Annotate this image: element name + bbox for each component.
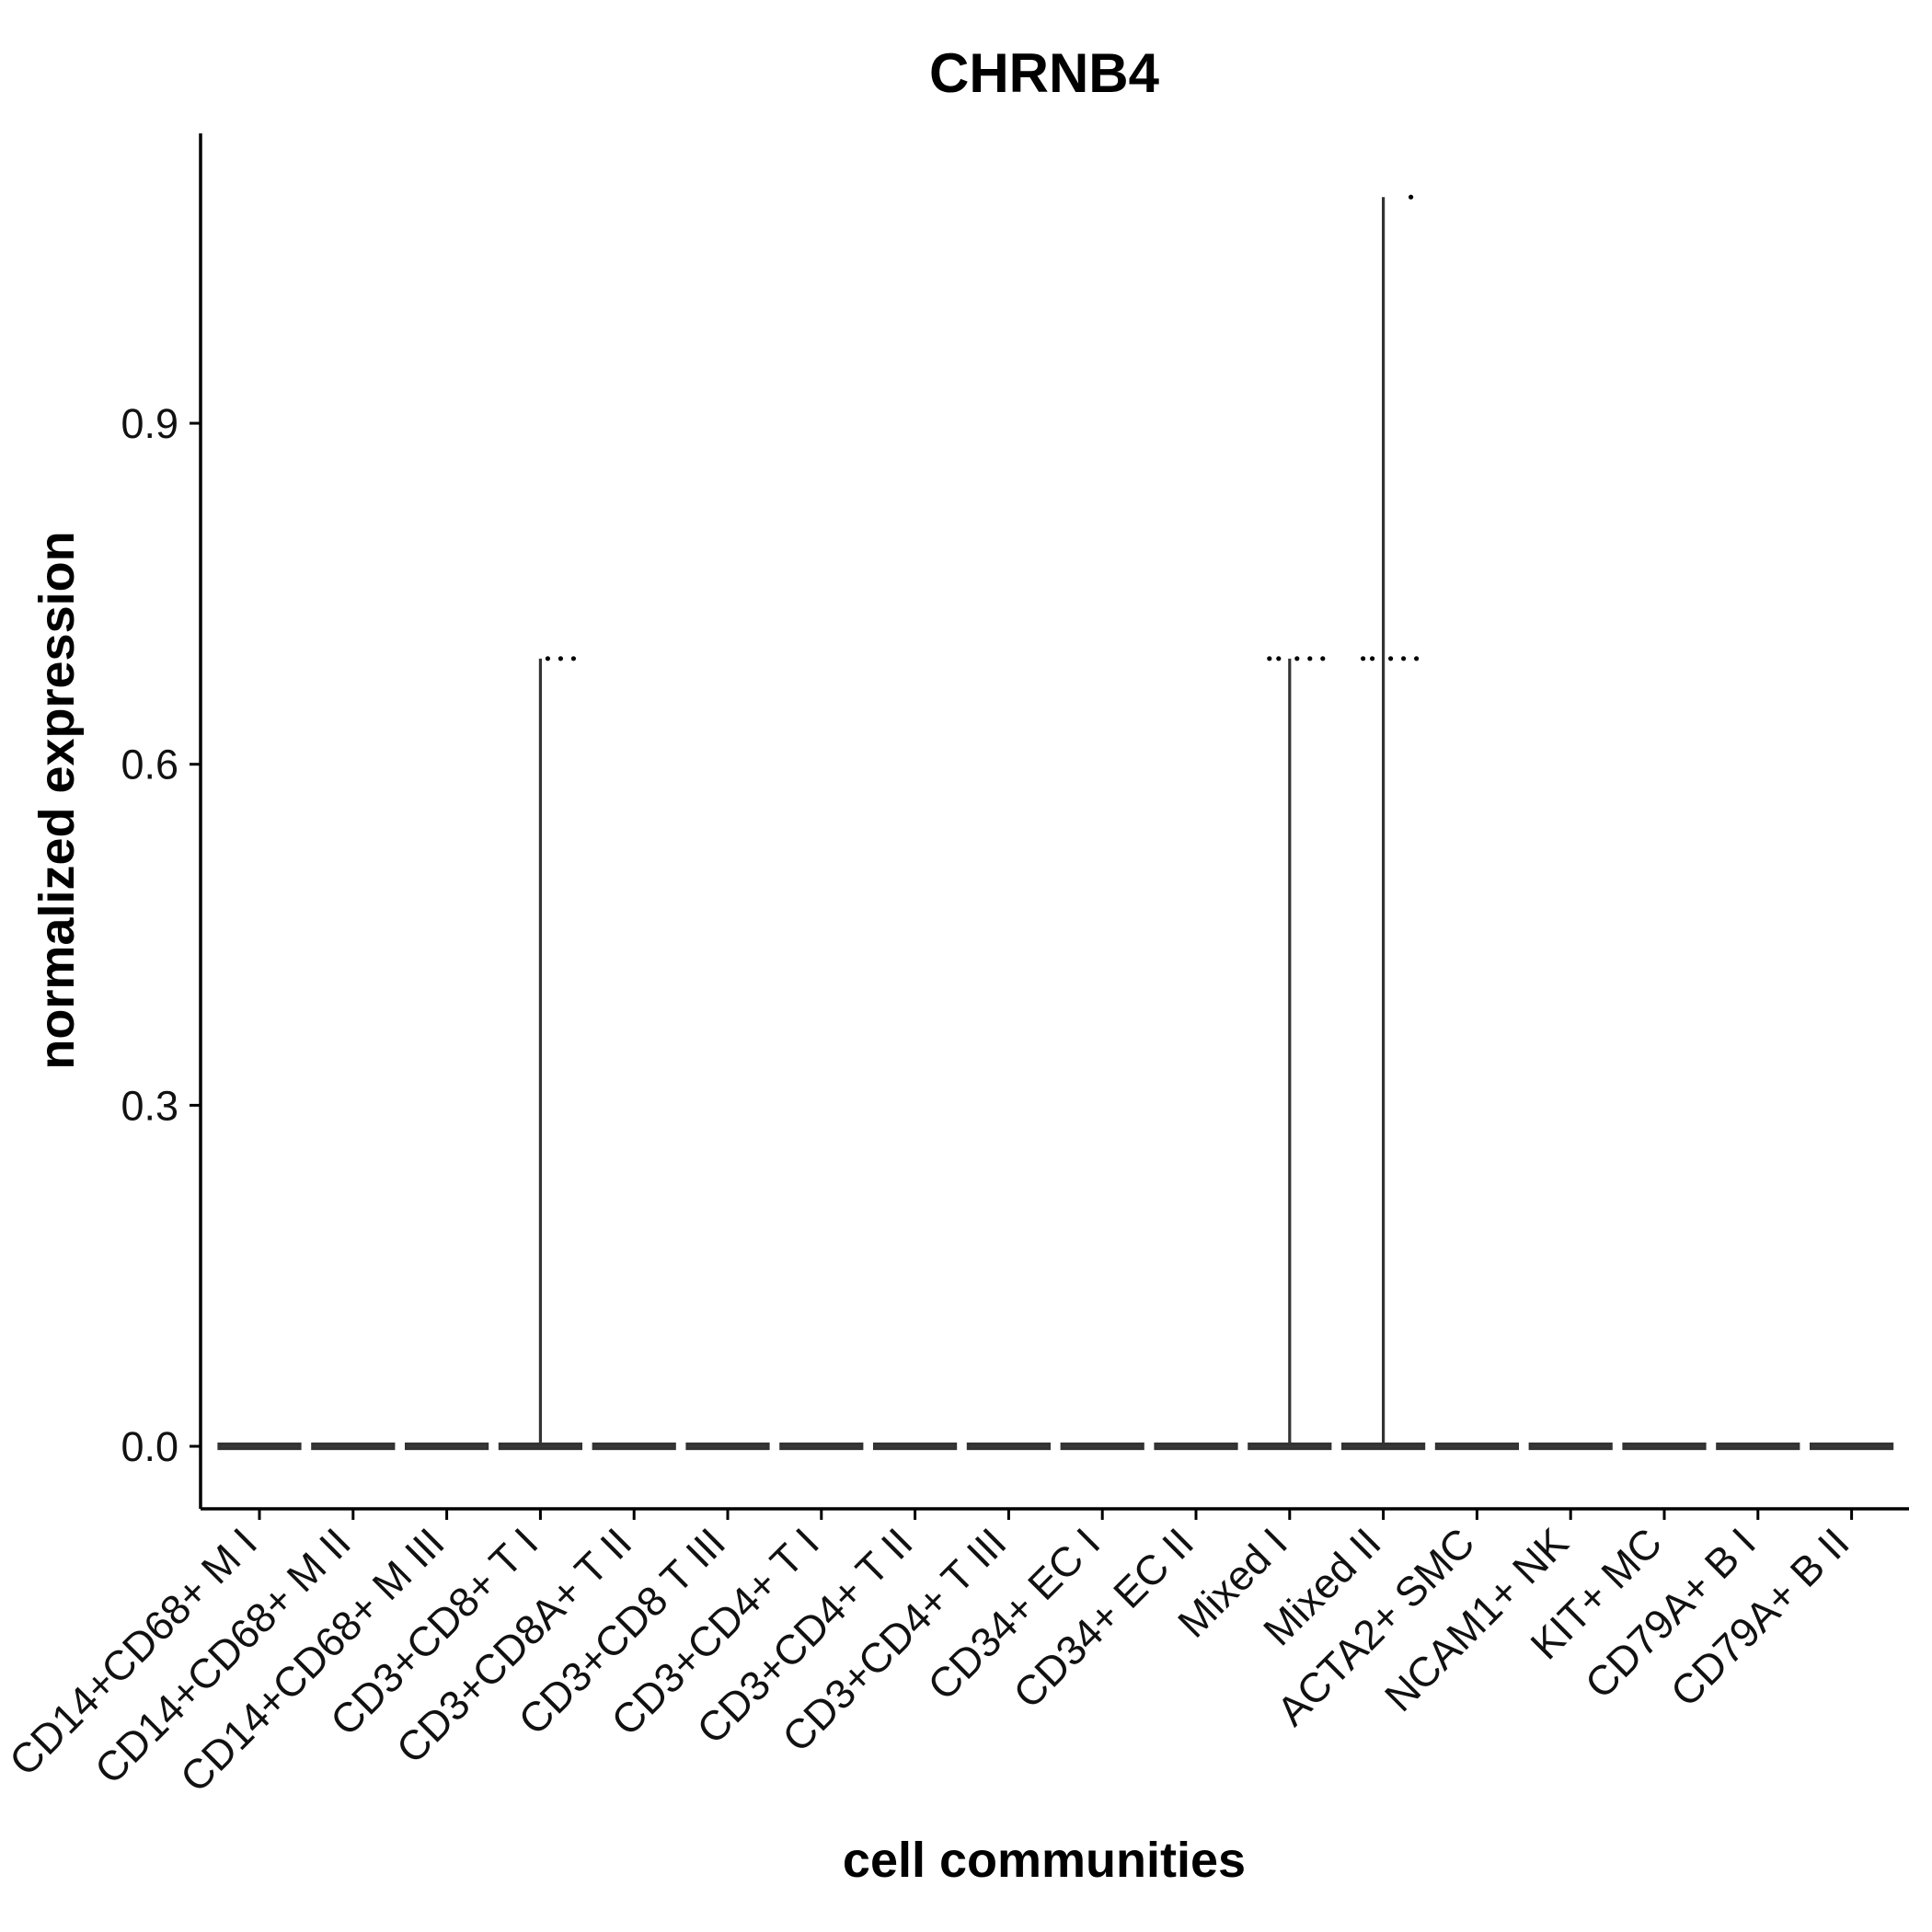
y-tick-label: 0.9 [121,400,178,447]
y-axis-title: normalized expression [29,531,85,1069]
y-tick-label: 0.0 [121,1423,178,1470]
violin-base [1622,1442,1707,1451]
violin-base [966,1442,1052,1451]
violin-base [872,1442,958,1451]
data-point [1388,656,1394,661]
violin-base [1060,1442,1144,1451]
y-tick-label: 0.6 [121,742,178,788]
data-point [570,656,577,661]
data-point [1401,656,1407,661]
data-point [1414,656,1420,661]
violin-base [685,1442,770,1451]
data-point [1267,656,1272,661]
data-point [545,656,551,661]
x-axis-title: cell communities [843,1833,1246,1888]
y-tick-label: 0.3 [121,1082,178,1129]
violin-base [311,1442,396,1451]
violin-base [779,1442,864,1451]
violin-base [1809,1442,1894,1451]
violin-base [405,1442,489,1451]
data-point [1370,656,1375,661]
violin-base [1528,1442,1613,1451]
data-point [1320,656,1326,661]
violin-base [1716,1442,1800,1451]
data-point [558,656,564,661]
data-point [1409,194,1414,200]
chart-title: CHRNB4 [929,42,1160,104]
data-point [1276,656,1282,661]
data-point [1294,656,1300,661]
violin-base [592,1442,676,1451]
violin-base [1434,1442,1520,1451]
data-point [1361,656,1366,661]
violin-base [1154,1442,1238,1451]
violin-base [217,1442,302,1451]
data-point [1307,656,1313,661]
